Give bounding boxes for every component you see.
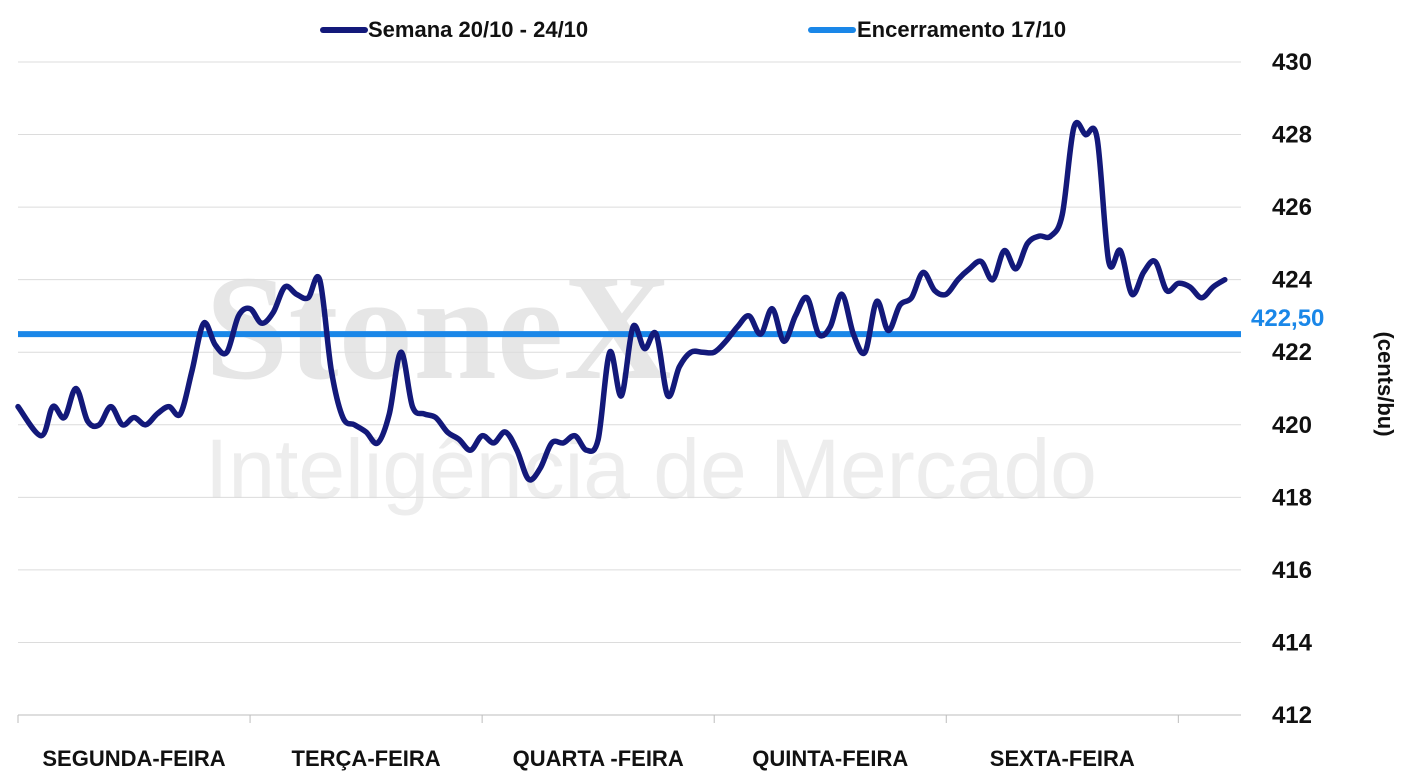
y-tick-label: 424 [1272,267,1313,294]
legend-label-series: Semana 20/10 - 24/10 [368,17,588,42]
y-tick-label: 422 [1272,339,1312,366]
y-tick-label: 418 [1272,484,1312,511]
watermark-brand: StoneX [205,245,672,411]
x-axis: SEGUNDA-FEIRA TERÇA-FEIRA QUARTA -FEIRA QUI… [17,715,1179,771]
x-category-label: QUINTA-FEIRA [752,746,908,771]
legend: Semana 20/10 - 24/10 Encerramento 17/10 [320,17,1066,42]
x-category-label: QUARTA -FEIRA [513,746,684,771]
x-category-label: TERÇA-FEIRA [292,746,441,771]
legend-label-reference: Encerramento 17/10 [857,17,1066,42]
y-tick-label: 416 [1272,557,1312,584]
series-line [15,119,1228,483]
x-category-label: SEXTA-FEIRA [990,746,1135,771]
y-tick-label: 428 [1272,122,1312,149]
y-tick-label: 414 [1272,629,1313,656]
y-tick-label: 412 [1272,702,1312,729]
y-axis-ticks: 412 414 416 418 420 422 424 426 428 430 [1272,49,1313,729]
y-tick-label: 420 [1272,412,1312,439]
watermark-tagline: Inteligência de Mercado [205,422,1097,516]
series-group [15,119,1228,483]
y-tick-label: 426 [1272,194,1312,221]
x-category-label: SEGUNDA-FEIRA [42,746,225,771]
reference-value-label: 422,50 [1251,305,1324,332]
y-tick-label: 430 [1272,49,1312,76]
y-axis-label: (cents/bu) [1373,331,1398,436]
stonex-watermark: StoneX Inteligência de Mercado [205,245,1097,516]
